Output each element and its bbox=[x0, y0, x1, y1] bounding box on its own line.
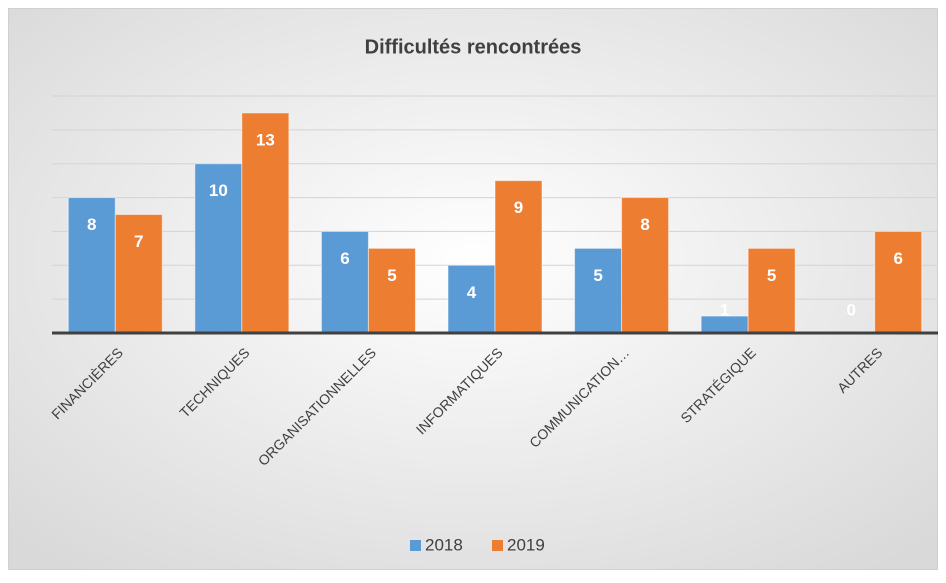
bar bbox=[67, 197, 116, 334]
data-label: 7 bbox=[134, 232, 143, 251]
data-label: 4 bbox=[467, 283, 477, 302]
data-label: 0 bbox=[846, 300, 855, 319]
data-label: 6 bbox=[340, 249, 349, 268]
legend-label: 2018 bbox=[425, 535, 463, 554]
data-label: 8 bbox=[640, 215, 649, 234]
legend-swatch bbox=[492, 540, 503, 551]
data-label: 5 bbox=[593, 266, 602, 285]
bar bbox=[874, 230, 923, 334]
data-label: 13 bbox=[256, 130, 275, 149]
legend-label: 2019 bbox=[507, 535, 545, 554]
data-label: 6 bbox=[893, 249, 902, 268]
bar bbox=[114, 214, 163, 334]
bar bbox=[241, 112, 290, 334]
legend-swatch bbox=[410, 540, 421, 551]
bar bbox=[494, 180, 543, 334]
data-label: 1 bbox=[720, 300, 729, 319]
bar bbox=[194, 163, 243, 334]
chart-title: Difficultés rencontrées bbox=[365, 36, 582, 58]
bar bbox=[447, 264, 496, 334]
bar bbox=[747, 247, 796, 334]
data-label: 9 bbox=[514, 198, 523, 217]
bar bbox=[574, 247, 623, 334]
data-label: 5 bbox=[767, 266, 776, 285]
data-label: 8 bbox=[87, 215, 96, 234]
data-label: 10 bbox=[209, 181, 228, 200]
data-label: 5 bbox=[387, 266, 396, 285]
bar bbox=[367, 247, 416, 334]
bar bbox=[621, 197, 670, 334]
bar bbox=[320, 230, 369, 334]
